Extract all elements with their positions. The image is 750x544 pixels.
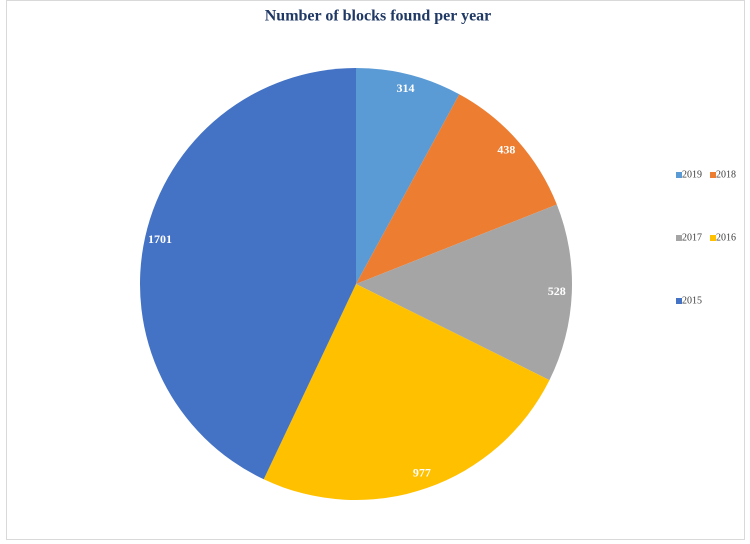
pie-slice bbox=[356, 204, 572, 381]
legend-swatch bbox=[676, 298, 682, 304]
legend-label: 2018 bbox=[716, 169, 736, 180]
data-label: 528 bbox=[548, 284, 566, 298]
legend-swatch bbox=[676, 172, 682, 178]
data-label: 438 bbox=[497, 143, 515, 157]
data-label: 314 bbox=[397, 81, 415, 95]
pie-slice bbox=[356, 68, 460, 284]
legend-swatch bbox=[676, 235, 682, 241]
pie-slice bbox=[140, 68, 356, 480]
pie-slice bbox=[263, 284, 550, 500]
data-label: 1701 bbox=[148, 232, 172, 246]
legend-label: 2016 bbox=[716, 232, 736, 243]
legend-label: 2019 bbox=[682, 169, 702, 180]
legend-swatch bbox=[710, 172, 716, 178]
legend-swatch bbox=[710, 235, 716, 241]
data-label: 977 bbox=[413, 466, 431, 480]
pie: 314 438 528 977 1701 bbox=[140, 68, 572, 500]
chart-title: Number of blocks found per year bbox=[265, 8, 492, 25]
legend-label: 2017 bbox=[682, 232, 702, 243]
legend-label: 2015 bbox=[682, 295, 702, 306]
legend: 2019 2018 2017 2016 2015 bbox=[676, 169, 736, 306]
pie-slice bbox=[356, 94, 557, 284]
